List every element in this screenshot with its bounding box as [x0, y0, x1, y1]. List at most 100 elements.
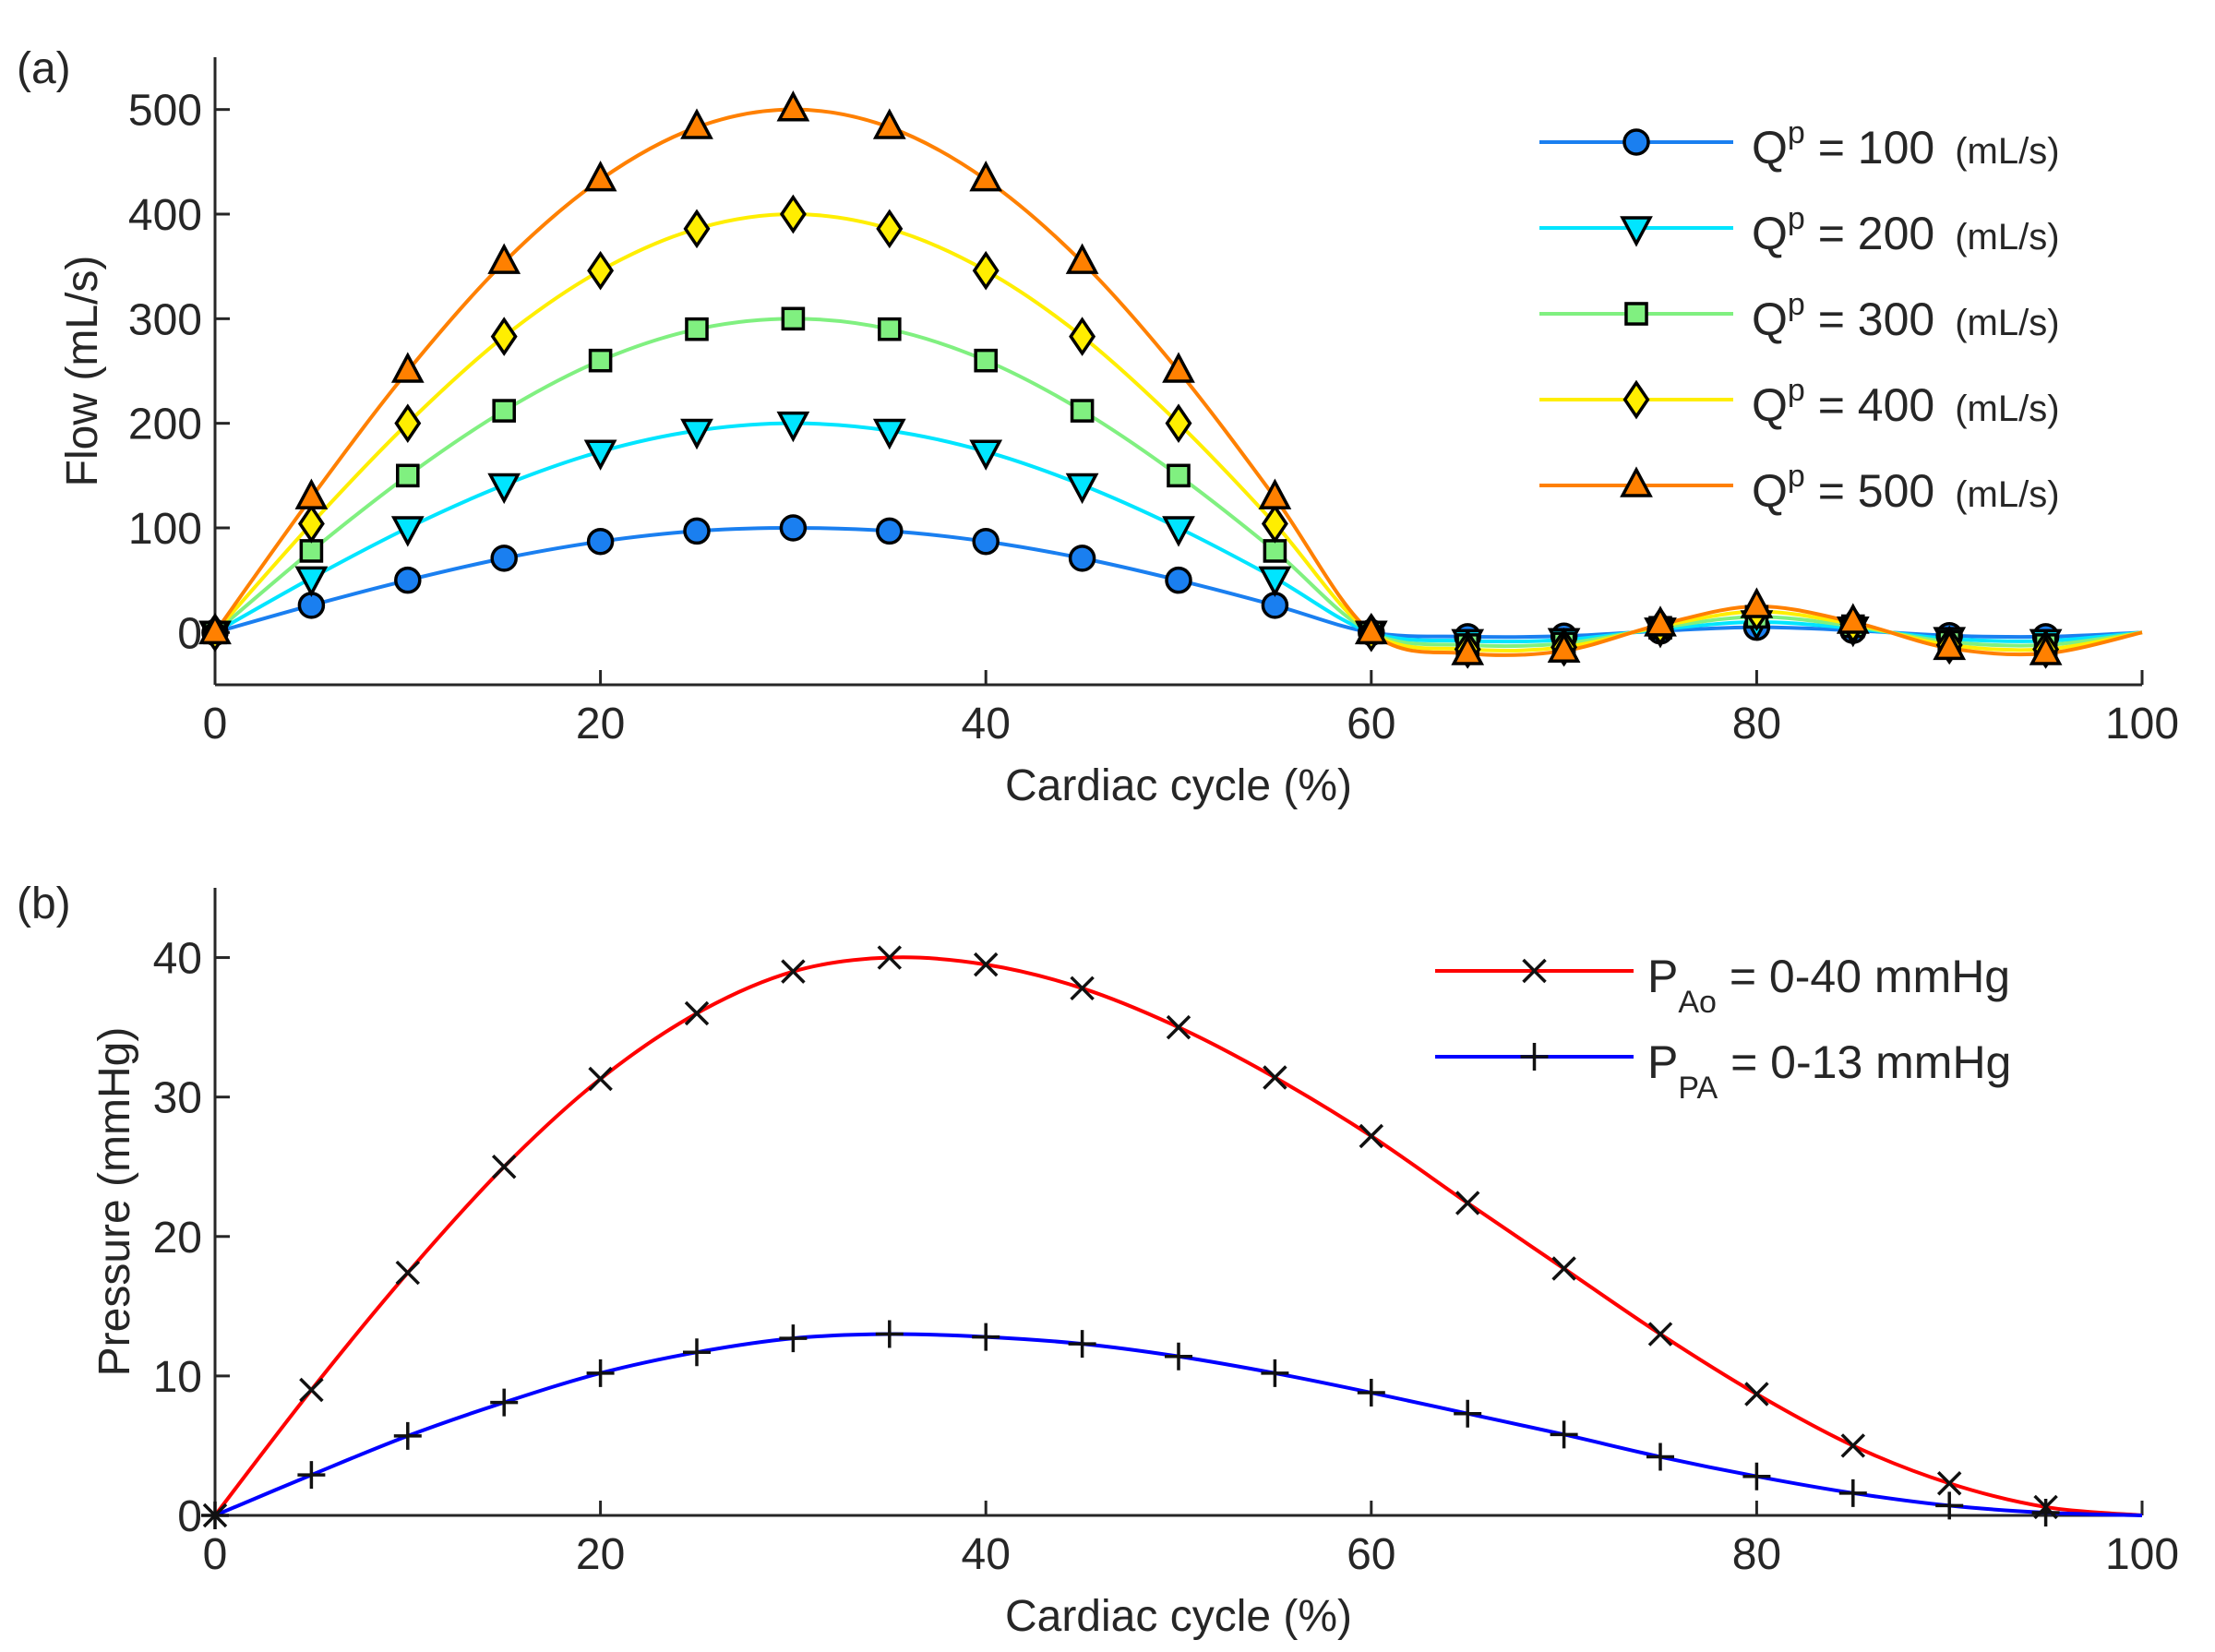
x-tick-label: 40	[962, 700, 1011, 748]
data-point	[1263, 1065, 1287, 1090]
legend-label: Qp = 400 (mL/s)	[1752, 373, 2060, 431]
data-point	[877, 945, 903, 970]
y-tick-label: 40	[153, 935, 202, 984]
data-point	[878, 317, 902, 341]
x-axis-label: Cardiac cycle (%)	[1005, 761, 1352, 810]
data-point	[487, 473, 521, 505]
data-point	[973, 952, 999, 977]
data-point	[779, 194, 807, 234]
y-tick-label: 200	[128, 401, 202, 449]
data-point	[588, 348, 613, 373]
legend: PAo = 0-40 mmHg PPA = 0-13 mmHg	[1435, 951, 2011, 1106]
legend-label-value: = 400	[1805, 379, 1934, 431]
legend-marker	[1620, 216, 1653, 247]
x-tick-label: 80	[1732, 700, 1781, 748]
data-point	[972, 250, 1000, 291]
data-point	[198, 613, 232, 645]
series-markers-4	[198, 90, 2063, 665]
legend-item: Qp = 500 (mL/s)	[1539, 459, 2060, 517]
y-tick-label: 100	[128, 505, 202, 554]
y-tick-label: 30	[153, 1074, 202, 1123]
data-point	[1263, 539, 1287, 563]
legend-label-value: = 200	[1805, 208, 1934, 259]
data-point	[683, 209, 711, 249]
data-point	[685, 317, 709, 341]
data-point	[490, 317, 518, 356]
data-point	[1551, 1256, 1576, 1281]
x-tick-label: 80	[1732, 1530, 1781, 1579]
data-point	[490, 545, 518, 572]
x-tick-label: 60	[1347, 1530, 1395, 1579]
data-point	[1744, 1382, 1769, 1407]
data-point	[394, 403, 422, 443]
legend-label-value: = 0-40 mmHg	[1717, 951, 2010, 1002]
data-point	[876, 209, 904, 249]
data-point	[1162, 352, 1195, 383]
data-point	[969, 160, 1003, 192]
data-point	[294, 478, 329, 509]
data-point	[680, 418, 713, 450]
legend-label-sub: Ao	[1678, 985, 1717, 1020]
legend-label-main: Q	[1752, 379, 1788, 431]
series-markers-1	[201, 1320, 2060, 1529]
legend-label: Qp = 300 (mL/s)	[1752, 287, 2060, 345]
data-point	[390, 516, 425, 547]
legend-label: Qp = 100 (mL/s)	[1752, 115, 2060, 174]
data-point	[972, 527, 1000, 556]
y-tick-label: 0	[177, 1492, 202, 1541]
x-tick-label: 100	[2105, 700, 2179, 748]
data-point	[1069, 317, 1096, 356]
data-point	[1359, 1123, 1384, 1149]
data-point	[1167, 463, 1191, 488]
data-point	[586, 527, 615, 556]
legend-marker	[1622, 128, 1650, 156]
legend-marker	[1622, 379, 1650, 420]
data-point	[876, 517, 904, 545]
data-point	[1647, 1322, 1673, 1347]
panel-label: (a)	[17, 44, 71, 93]
data-point	[299, 539, 324, 563]
data-point	[1840, 1433, 1866, 1458]
data-point	[1742, 1462, 1771, 1490]
data-point	[1354, 613, 1388, 645]
data-point	[394, 566, 422, 594]
legend-item: PAo = 0-40 mmHg	[1435, 951, 2010, 1020]
data-point	[490, 1388, 519, 1417]
data-point	[683, 1338, 711, 1367]
data-point	[1935, 1491, 1964, 1520]
data-point	[683, 517, 711, 545]
data-point	[1644, 605, 1677, 637]
data-point	[201, 1502, 229, 1529]
legend-label-sup: p	[1788, 201, 1805, 236]
data-point	[1065, 243, 1099, 274]
data-point	[586, 1359, 615, 1387]
data-point	[1258, 478, 1292, 509]
y-tick-label: 0	[177, 609, 202, 658]
data-point	[974, 348, 999, 373]
data-point	[1162, 516, 1195, 547]
data-point	[1165, 566, 1192, 594]
legend-label: PPA = 0-13 mmHg	[1647, 1036, 2011, 1106]
data-point	[1740, 587, 1774, 618]
legend-marker	[1620, 466, 1653, 497]
legend-label-unit: (mL/s)	[1955, 131, 2059, 172]
data-point	[1933, 628, 1967, 661]
legend-label-sup: p	[1788, 373, 1805, 408]
data-point	[297, 1461, 326, 1490]
legend-label-value: = 0-13 mmHg	[1718, 1036, 2011, 1088]
data-point	[396, 463, 420, 488]
legend-label-main: Q	[1752, 122, 1788, 174]
data-point	[779, 1324, 808, 1353]
legend-item: Qp = 400 (mL/s)	[1539, 373, 2060, 431]
data-point	[587, 250, 615, 291]
legend-label-sup: p	[1788, 115, 1805, 150]
data-point	[2029, 634, 2063, 665]
legend-label-unit: (mL/s)	[1955, 389, 2059, 429]
x-tick-label: 0	[203, 1530, 228, 1579]
x-tick-label: 100	[2105, 1530, 2179, 1579]
legend-marker	[1522, 958, 1547, 984]
legend-label-sup: p	[1788, 287, 1805, 322]
legend-label-main: Q	[1752, 293, 1788, 345]
legend-label-unit: (mL/s)	[1955, 217, 2059, 257]
legend-label: Qp = 500 (mL/s)	[1752, 459, 2060, 517]
